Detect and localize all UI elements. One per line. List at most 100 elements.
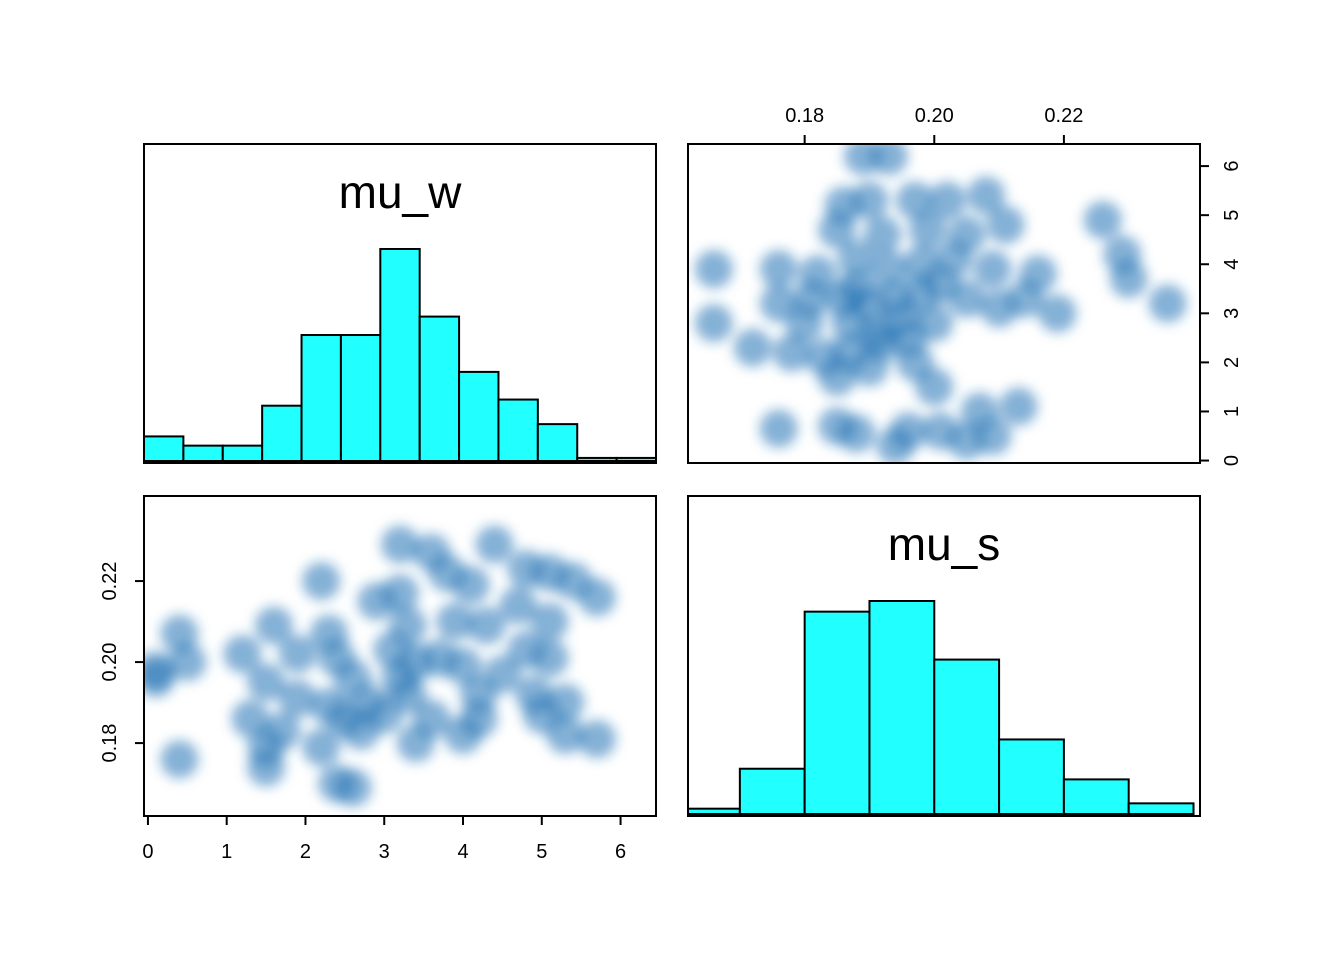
tick-label: 2 [300,841,311,863]
density-point [973,250,1012,289]
tick-label: 0.22 [1044,105,1083,127]
tick-label: 4 [457,841,468,863]
density-point [231,699,270,738]
tick-label: 4 [1221,259,1243,270]
histogram-bar [418,315,461,462]
density-cloud [144,525,616,807]
density-point [302,728,341,767]
density-point [733,328,772,367]
density-point [168,643,207,682]
tick-label: 1 [221,841,232,863]
histogram-bar [933,658,1001,816]
density-point [546,683,585,722]
histogram-bar [615,456,657,463]
density-point [396,724,435,763]
density-point [436,602,475,641]
histogram-bar [379,248,421,462]
histogram-bar [536,423,579,462]
density-point [302,562,341,601]
density-point [160,740,199,779]
density-point [915,367,954,406]
tick-label: 0.20 [99,643,121,682]
tick-label: 0.18 [99,724,121,763]
density-point [1006,279,1045,318]
density-point [444,647,483,686]
density-point [1083,201,1122,240]
density-point [577,720,616,759]
density-point [759,250,798,289]
density-point [772,333,811,372]
density-point [1148,284,1187,323]
density-point [967,176,1006,215]
density-point [483,655,522,694]
density-point [785,304,824,343]
density-point [247,748,286,787]
density-point [254,606,293,645]
tick-label: 5 [536,841,547,863]
tick-label: 6 [1221,161,1243,172]
density-layer [144,525,616,807]
density-point [530,639,569,678]
left-axis: 0.18 0.20 0.22 [99,562,145,763]
panel-title-mu-w: mu_w [339,166,462,218]
histogram-bar [998,738,1065,816]
density-point [381,525,419,564]
histogram-bar [1127,802,1195,815]
density-point [1109,259,1148,298]
panel-density-mu-s-vs-mu-w: 0.18 0.20 0.22 0 1 2 3 4 5 6 [687,105,1243,466]
density-point [863,215,902,254]
density-point [530,602,569,641]
density-point [869,250,908,289]
tick-label: 0 [1221,455,1243,466]
panel-mu-s-histogram: mu_s [687,495,1201,817]
density-point [381,574,419,613]
density-point [947,279,986,318]
histogram-bar [868,600,936,815]
density-point [223,634,262,673]
panel-title-mu-s: mu_s [888,518,1000,570]
histogram-bar [458,370,500,463]
tick-label: 3 [1221,308,1243,319]
density-point [850,181,889,220]
histogram-bar [221,444,264,463]
density-point [333,768,372,807]
density-point [759,409,798,448]
density-point [381,659,419,698]
tick-label: 0.18 [785,105,824,127]
density-point [869,144,908,176]
tick-label: 1 [1221,406,1243,417]
right-axis: 0 1 2 3 4 5 6 [1199,161,1243,466]
density-point [986,205,1025,244]
density-point [1038,294,1077,333]
tick-label: 0 [142,841,153,863]
density-point [908,210,947,249]
density-point [973,417,1012,456]
density-point [999,387,1038,426]
histogram-bar [1062,778,1130,816]
histogram-bars [143,248,657,463]
density-point [818,210,857,249]
histogram-bar [300,334,342,463]
tick-label: 3 [379,841,390,863]
density-point [499,586,538,625]
density-point [475,525,514,564]
density-point [577,578,616,617]
top-axis: 0.18 0.20 0.22 [785,105,1083,145]
histogram-bars [687,600,1195,816]
panel-frame [687,495,1201,817]
density-point [444,715,483,754]
density-point [278,679,317,718]
density-cloud [694,144,1187,463]
density-point [876,426,915,463]
tick-label: 2 [1221,357,1243,368]
density-point [546,715,585,754]
panel-frame [143,143,657,464]
histogram-bar [803,610,871,816]
density-point [278,634,317,673]
density-point [837,414,876,453]
density-point [365,695,404,734]
histogram-bar [143,435,185,462]
histogram-bar [182,444,224,463]
density-point [694,304,733,343]
